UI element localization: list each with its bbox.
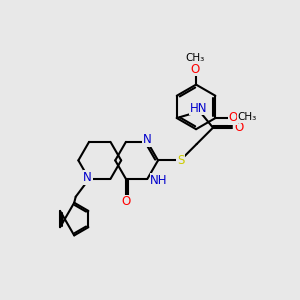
- Text: O: O: [190, 63, 199, 76]
- Text: HN: HN: [189, 102, 207, 115]
- Text: NH: NH: [150, 174, 168, 187]
- Text: N: N: [83, 171, 92, 184]
- Text: N: N: [143, 133, 152, 146]
- Text: CH₃: CH₃: [237, 112, 256, 122]
- Text: S: S: [177, 154, 184, 167]
- Text: O: O: [229, 111, 238, 124]
- Text: O: O: [121, 195, 130, 208]
- Text: O: O: [234, 121, 244, 134]
- Text: CH₃: CH₃: [185, 53, 204, 64]
